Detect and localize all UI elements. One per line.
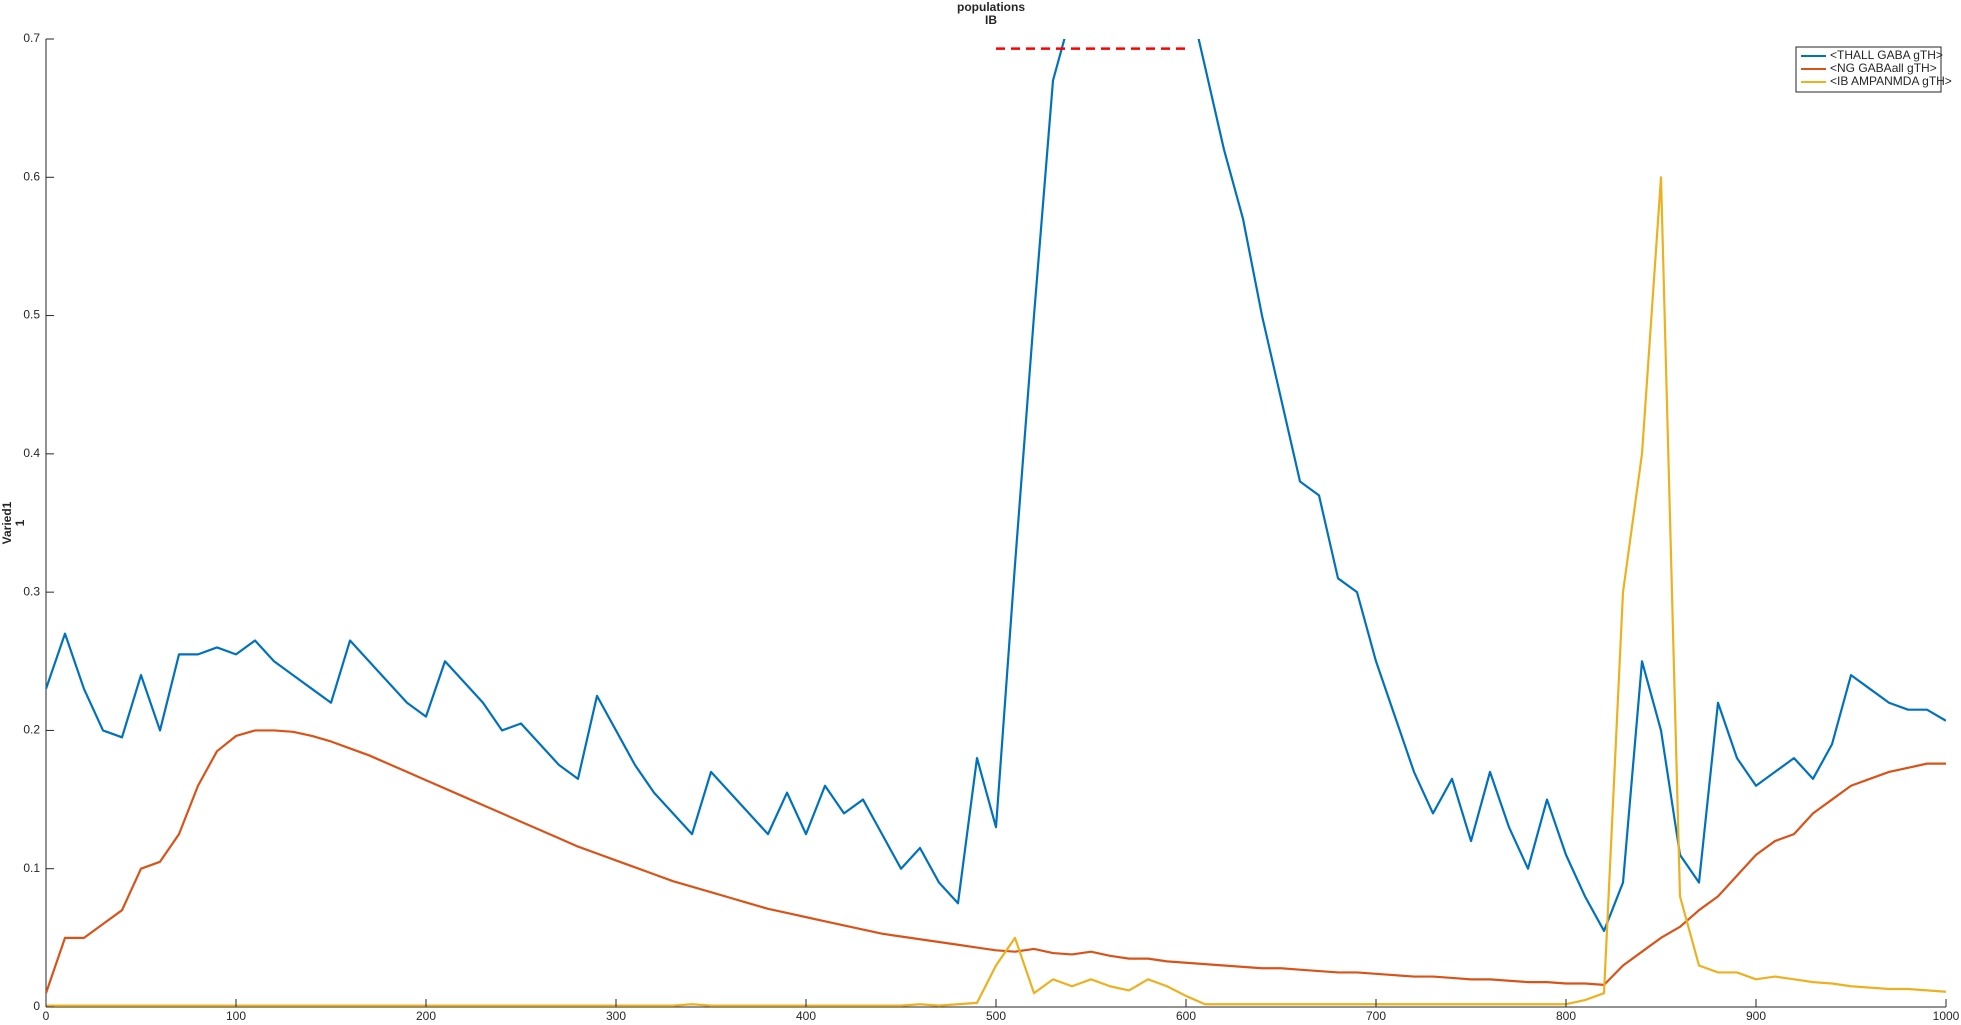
y-axis-label: Varied1 bbox=[0, 501, 14, 544]
x-tick-label: 0 bbox=[43, 1009, 50, 1023]
plot-area bbox=[46, 39, 1946, 1007]
y-tick-label: 0.4 bbox=[23, 446, 40, 460]
y-tick-label: 0.1 bbox=[23, 861, 40, 875]
x-tick-label: 800 bbox=[1556, 1009, 1576, 1023]
x-tick-label: 700 bbox=[1366, 1009, 1386, 1023]
y-tick-label: 0.2 bbox=[23, 723, 40, 737]
chart-title: populations bbox=[957, 0, 1025, 14]
legend-label: <NG GABAall gTH> bbox=[1830, 61, 1937, 75]
chart-subtitle: IB bbox=[985, 13, 997, 27]
y-tick-label: 0.7 bbox=[23, 31, 40, 45]
x-tick-label: 200 bbox=[416, 1009, 436, 1023]
legend-label: <THALL GABA gTH> bbox=[1830, 48, 1943, 62]
x-tick-label: 100 bbox=[226, 1009, 246, 1023]
y-tick-label: 0 bbox=[33, 999, 40, 1013]
series-line bbox=[46, 39, 1946, 933]
x-tick-label: 400 bbox=[796, 1009, 816, 1023]
x-tick-label: 300 bbox=[606, 1009, 626, 1023]
series-line bbox=[46, 729, 1946, 994]
x-tick-label: 600 bbox=[1176, 1009, 1196, 1023]
y-tick-label: 0.5 bbox=[23, 308, 40, 322]
x-tick-label: 1000 bbox=[1933, 1009, 1960, 1023]
legend-label: <IB AMPANMDA gTH> bbox=[1830, 74, 1952, 88]
y-axis-label-sub: 1 bbox=[13, 519, 27, 526]
y-tick-label: 0.6 bbox=[23, 169, 40, 183]
y-tick-label: 0.3 bbox=[23, 584, 40, 598]
series-line bbox=[46, 176, 1946, 1007]
x-tick-label: 900 bbox=[1746, 1009, 1766, 1023]
x-tick-label: 500 bbox=[986, 1009, 1006, 1023]
